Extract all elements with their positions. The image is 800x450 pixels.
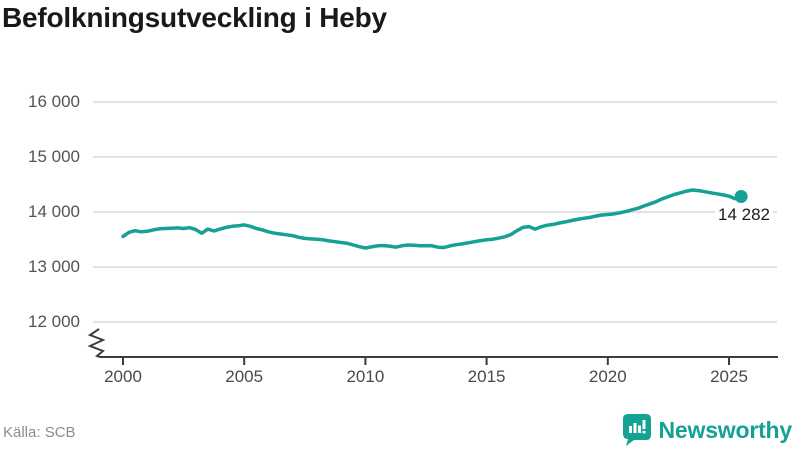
newsworthy-bubble-chart-icon — [622, 414, 651, 446]
newsworthy-logo-text: Newsworthy — [658, 416, 793, 443]
x-axis-tick-label: 2025 — [710, 367, 748, 386]
y-axis-tick-label: 15 000 — [28, 147, 80, 166]
chart-title: Befolkningsutveckling i Heby — [2, 2, 387, 33]
y-axis-tick-label: 16 000 — [28, 92, 80, 111]
x-axis-tick-label: 2015 — [467, 367, 506, 386]
y-axis-tick-label: 14 000 — [28, 202, 80, 221]
last-value-label: 14 282 — [715, 205, 773, 225]
newsworthy-logo[interactable]: Newsworthy — [622, 413, 792, 447]
x-axis-tick-label: 2020 — [588, 367, 627, 386]
source-label: Källa: SCB — [3, 424, 76, 441]
x-axis-tick-label: 2010 — [346, 367, 385, 386]
y-axis-break-icon — [87, 328, 106, 358]
y-axis-tick-label: 13 000 — [28, 257, 80, 276]
x-axis-tick-label: 2005 — [225, 367, 264, 386]
population-line-series — [121, 188, 743, 250]
last-value-dot — [734, 189, 748, 203]
y-axis-tick-label: 12 000 — [28, 312, 80, 331]
x-axis-tick-label: 2000 — [104, 367, 142, 386]
